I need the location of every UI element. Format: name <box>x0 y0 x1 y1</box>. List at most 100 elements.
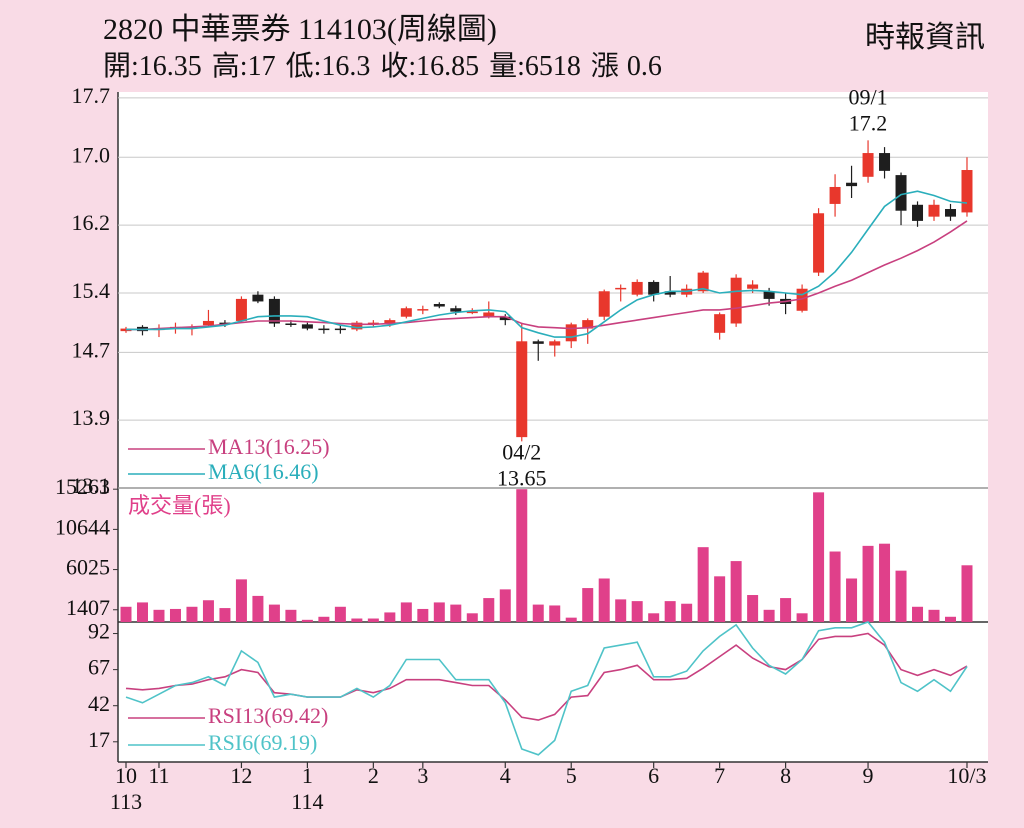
quote-label: 開: <box>103 51 139 82</box>
x-tick-label: 2 <box>368 763 379 788</box>
y-tick-label: 15263 <box>55 474 110 499</box>
bar <box>714 576 726 622</box>
bar <box>400 602 412 622</box>
candle-body <box>664 291 676 295</box>
bar <box>186 606 198 622</box>
bar <box>829 551 841 622</box>
candle-body <box>912 204 924 221</box>
candle-body <box>301 324 313 329</box>
bar <box>648 613 660 622</box>
x-tick-label: 1 <box>302 763 313 788</box>
y-tick-label: 15.4 <box>72 278 111 303</box>
bar <box>598 578 610 622</box>
bar <box>796 613 808 622</box>
candle-body <box>334 328 346 331</box>
y-tick-label: 42 <box>88 691 110 716</box>
x-year-label: 113 <box>110 789 142 814</box>
candle-body <box>631 281 643 295</box>
y-tick-label: 17 <box>88 727 110 752</box>
candle-body <box>202 320 214 326</box>
quote-value: 16.85 <box>416 51 479 82</box>
y-tick-label: 16.2 <box>72 210 111 235</box>
bar <box>318 616 330 622</box>
candle-body <box>763 291 775 299</box>
bar <box>763 609 775 622</box>
series-line <box>126 220 968 331</box>
candle-body <box>268 298 280 324</box>
bar <box>912 606 924 622</box>
y-tick-label: 10644 <box>55 514 110 539</box>
quote-label: 低: <box>286 50 322 82</box>
bar <box>631 601 643 622</box>
bar <box>565 617 577 622</box>
bar <box>549 605 561 622</box>
x-tick-label: 3 <box>417 763 428 788</box>
legend-label: RSI13(69.42) <box>208 703 328 728</box>
candle-body <box>615 287 627 290</box>
series-line <box>125 621 968 756</box>
x-tick-label: 8 <box>780 763 791 788</box>
y-tick-label: 17.7 <box>72 83 111 108</box>
bar <box>516 489 528 622</box>
annotation-label: 04/2 <box>502 439 541 464</box>
candle-body <box>532 341 544 344</box>
quote-label: 收: <box>380 50 416 82</box>
x-tick-label: 10 <box>115 763 137 788</box>
candle-body <box>466 311 478 314</box>
bar <box>664 601 676 622</box>
x-tick-label: 6 <box>648 763 659 788</box>
y-tick-label: 13.1 <box>72 473 111 498</box>
x-tick-label: 10/3 <box>947 763 986 788</box>
plot-area <box>118 92 988 762</box>
bar <box>235 579 247 622</box>
y-tick-label: 92 <box>88 619 110 644</box>
quote-value: 17 <box>248 51 276 82</box>
bar <box>334 606 346 622</box>
candle-body <box>351 322 363 330</box>
bar <box>483 598 495 622</box>
x-tick-label: 5 <box>566 763 577 788</box>
bar <box>862 545 874 622</box>
candle-body <box>862 153 874 177</box>
bar <box>747 595 759 622</box>
bar <box>219 608 231 622</box>
bar <box>252 595 264 622</box>
candle-body <box>813 213 825 273</box>
quote-label: 量: <box>489 51 525 82</box>
bar <box>532 604 544 622</box>
bar <box>879 543 891 622</box>
y-tick-label: 6025 <box>66 555 110 580</box>
candle-body <box>697 272 709 292</box>
bar <box>450 604 462 622</box>
bar <box>697 547 709 622</box>
chart-title: 2820 中華票券 114103(周線圖) <box>103 13 497 46</box>
candle-body <box>895 175 907 211</box>
x-tick-label: 4 <box>500 763 511 788</box>
candle-body <box>318 328 330 331</box>
quote-value: 16.3 <box>321 51 370 82</box>
quote-label: 高: <box>212 50 248 82</box>
x-tick-label: 9 <box>863 763 874 788</box>
candle-body <box>367 322 379 325</box>
annotation-value: 13.65 <box>497 465 547 490</box>
bar <box>367 618 379 622</box>
candle-body <box>928 204 940 217</box>
candle-body <box>400 308 412 317</box>
bar <box>351 618 363 622</box>
quote-line: 開:16.35 高:17 低:16.3 收:16.85 量:6518 漲 0.6 <box>103 50 662 82</box>
y-tick-label: 67 <box>88 655 110 680</box>
bar <box>136 602 148 622</box>
candle-body <box>235 298 247 321</box>
x-tick-label: 12 <box>230 763 252 788</box>
candle-body <box>879 153 891 171</box>
bar <box>615 599 627 622</box>
x-tick-label: 11 <box>148 763 169 788</box>
candle-body <box>582 320 594 329</box>
legend-label: MA13(16.25) <box>208 434 330 459</box>
bar <box>813 492 825 622</box>
candle-body <box>846 182 858 187</box>
x-year-label: 114 <box>291 789 323 814</box>
bar <box>846 578 858 622</box>
candle-body <box>549 341 561 346</box>
